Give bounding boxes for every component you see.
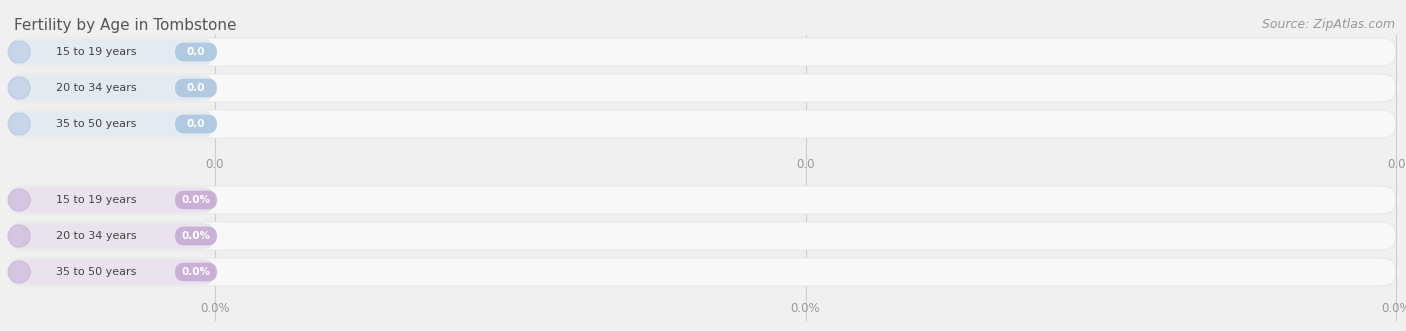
FancyBboxPatch shape bbox=[10, 75, 215, 101]
FancyBboxPatch shape bbox=[10, 187, 215, 213]
FancyBboxPatch shape bbox=[174, 43, 217, 61]
Circle shape bbox=[8, 41, 30, 63]
Text: 20 to 34 years: 20 to 34 years bbox=[56, 83, 136, 93]
FancyBboxPatch shape bbox=[174, 227, 217, 245]
FancyBboxPatch shape bbox=[174, 115, 217, 133]
Circle shape bbox=[8, 261, 30, 283]
FancyBboxPatch shape bbox=[10, 259, 215, 285]
FancyBboxPatch shape bbox=[10, 111, 215, 137]
Text: Source: ZipAtlas.com: Source: ZipAtlas.com bbox=[1263, 18, 1395, 31]
FancyBboxPatch shape bbox=[174, 79, 217, 97]
Text: 20 to 34 years: 20 to 34 years bbox=[56, 231, 136, 241]
FancyBboxPatch shape bbox=[10, 38, 1396, 66]
Text: 0.0%: 0.0% bbox=[181, 267, 211, 277]
Text: 15 to 19 years: 15 to 19 years bbox=[56, 195, 136, 205]
Circle shape bbox=[8, 225, 30, 247]
FancyBboxPatch shape bbox=[10, 258, 1396, 286]
Circle shape bbox=[8, 189, 30, 211]
Text: 0.0%: 0.0% bbox=[181, 195, 211, 205]
FancyBboxPatch shape bbox=[10, 110, 1396, 138]
FancyBboxPatch shape bbox=[10, 74, 1396, 102]
Text: 0.0: 0.0 bbox=[187, 83, 205, 93]
Text: 0.0%: 0.0% bbox=[181, 231, 211, 241]
Circle shape bbox=[8, 77, 30, 99]
FancyBboxPatch shape bbox=[10, 39, 215, 65]
Text: 0.0: 0.0 bbox=[205, 159, 224, 171]
Text: 0.0: 0.0 bbox=[187, 47, 205, 57]
FancyBboxPatch shape bbox=[174, 262, 217, 281]
Text: Fertility by Age in Tombstone: Fertility by Age in Tombstone bbox=[14, 18, 236, 33]
FancyBboxPatch shape bbox=[10, 222, 1396, 250]
Text: 0.0: 0.0 bbox=[1386, 159, 1405, 171]
FancyBboxPatch shape bbox=[174, 191, 217, 210]
FancyBboxPatch shape bbox=[10, 186, 1396, 214]
Circle shape bbox=[8, 113, 30, 135]
Text: 0.0: 0.0 bbox=[187, 119, 205, 129]
Text: 35 to 50 years: 35 to 50 years bbox=[56, 119, 136, 129]
Text: 0.0%: 0.0% bbox=[1381, 302, 1406, 314]
Text: 35 to 50 years: 35 to 50 years bbox=[56, 267, 136, 277]
Text: 0.0: 0.0 bbox=[796, 159, 814, 171]
Text: 15 to 19 years: 15 to 19 years bbox=[56, 47, 136, 57]
Text: 0.0%: 0.0% bbox=[200, 302, 229, 314]
Text: 0.0%: 0.0% bbox=[790, 302, 820, 314]
FancyBboxPatch shape bbox=[10, 223, 215, 249]
